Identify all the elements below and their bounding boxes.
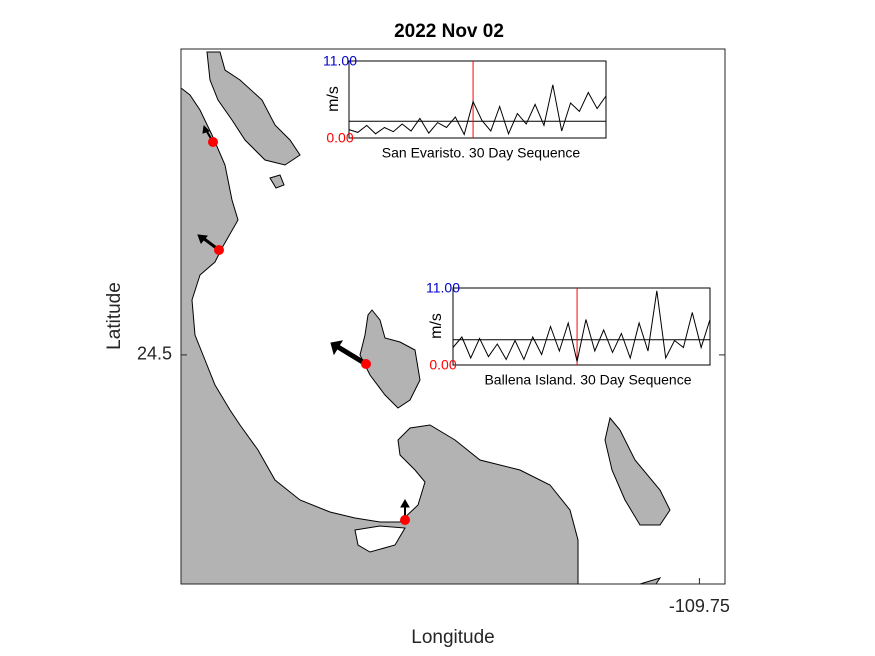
bay <box>354 525 406 553</box>
inset-tick-label: 11.00 <box>323 53 357 69</box>
map-frame <box>180 48 726 585</box>
inset-caption: Ballena Island. 30 Day Sequence <box>484 372 691 388</box>
inset-frame <box>452 287 711 366</box>
wind-arrow <box>336 344 368 367</box>
inset-caption: San Evaristo. 30 Day Sequence <box>382 145 581 161</box>
wind-speed-line <box>452 290 711 362</box>
y-tick-label: 24.5 <box>137 344 172 364</box>
inset-tick-label: 0.00 <box>326 130 353 146</box>
map-title: 2022 Nov 02 <box>394 21 504 42</box>
wind-speed-line <box>348 84 607 136</box>
x-axis-label: Longitude <box>411 627 494 648</box>
station <box>400 515 410 525</box>
y-axis-label: Latitude <box>104 282 125 350</box>
stations <box>208 137 410 525</box>
land <box>180 51 671 585</box>
station <box>208 137 218 147</box>
x-tick-label: -109.75 <box>669 596 730 616</box>
island-san-jose <box>206 51 301 166</box>
inset-ylabel: m/s <box>428 313 445 339</box>
arrow-head <box>400 498 410 508</box>
inset-ylabel: m/s <box>325 86 342 112</box>
inset-frame <box>348 60 607 139</box>
station <box>361 359 371 369</box>
arrow-head <box>330 340 344 356</box>
wind-vectors <box>197 124 410 520</box>
island-ballena <box>359 309 421 409</box>
inset-tick-label: 11.00 <box>426 280 460 296</box>
island-east <box>604 416 671 526</box>
mainland <box>180 86 579 585</box>
arrow-head <box>202 124 210 134</box>
station <box>214 245 224 255</box>
inset-tick-label: 0.00 <box>429 357 456 373</box>
islet <box>269 174 285 189</box>
arrow-head <box>197 234 208 244</box>
